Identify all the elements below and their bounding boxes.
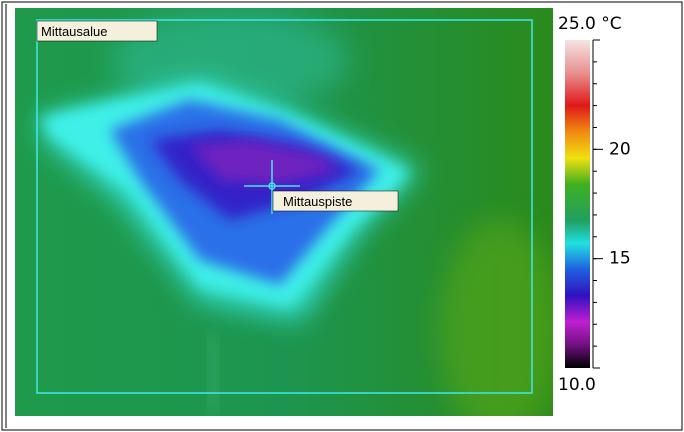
scale-min-label: 10.0 xyxy=(558,375,596,395)
thermal-image xyxy=(15,8,553,416)
scale-max-label: 25.0 °C xyxy=(558,14,622,34)
scale-tick-label: 15 xyxy=(609,249,631,269)
crosshair xyxy=(244,160,300,214)
measurement-area xyxy=(36,19,533,394)
point-label: Mittauspiste xyxy=(283,194,352,209)
scale-tick-label: 20 xyxy=(609,139,631,159)
color-scale xyxy=(565,40,590,368)
area-label-box xyxy=(36,20,158,42)
point-label-box xyxy=(272,190,399,212)
area-label: Mittausalue xyxy=(41,24,107,39)
